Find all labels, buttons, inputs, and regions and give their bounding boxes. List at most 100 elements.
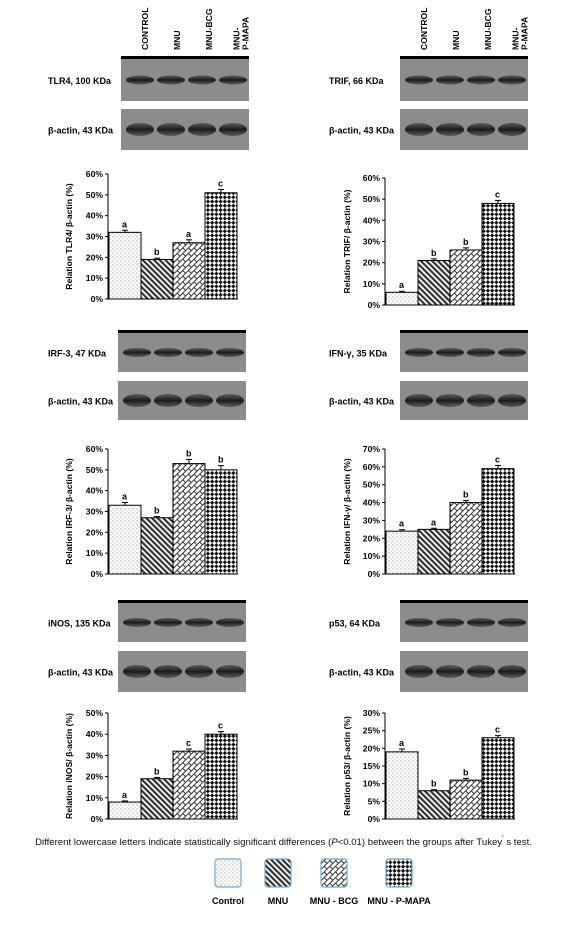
y-tick-label: 30%	[86, 507, 104, 517]
y-tick-label: 0%	[368, 814, 381, 824]
blot-band	[436, 123, 464, 136]
significance-letter: b	[154, 506, 160, 516]
blot-band	[405, 394, 433, 407]
blot-band	[498, 75, 526, 85]
y-axis-label: Relation IFN-γ/ β-actin (%)	[342, 458, 352, 565]
y-tick-label: 20%	[363, 743, 381, 753]
blot-label: iNOS, 135 KDa	[48, 619, 112, 629]
significance-letter: c	[218, 178, 223, 188]
blot-band	[185, 665, 213, 678]
y-tick-label: 20%	[363, 258, 381, 268]
y-axis-label: Relation TLR4/ β-actin (%)	[64, 183, 74, 290]
y-tick-label: 30%	[363, 515, 381, 525]
lane-header: MNU	[451, 30, 461, 50]
panel: IRF-3, 47 KDa β-actin, 43 KDa 0% 10% 20% 30% 4…	[48, 330, 246, 579]
blot-band	[154, 348, 182, 357]
blot-label: IFN-γ, 35 KDa	[329, 349, 388, 359]
bar	[140, 517, 174, 575]
blot-band	[123, 618, 151, 627]
blot-band	[126, 123, 154, 136]
y-tick-label: 10%	[363, 779, 381, 789]
blot-band	[405, 123, 433, 136]
y-tick-label: 60%	[363, 462, 381, 472]
y-tick-label: 50%	[363, 194, 381, 204]
lane-header: MNU-BCG	[483, 8, 493, 50]
significance-letter: a	[431, 517, 437, 527]
bar	[140, 778, 174, 820]
blot-top-bar	[118, 330, 246, 333]
blot-band	[405, 75, 433, 85]
blot-band	[216, 348, 244, 357]
y-axis-label: Relation p53/ β-actin (%)	[342, 716, 352, 816]
blot-band	[498, 665, 526, 678]
blot-label: p53, 64 KDa	[329, 619, 381, 629]
bar	[172, 750, 206, 820]
significance-letter: c	[495, 189, 500, 199]
y-tick-label: 0%	[368, 569, 381, 579]
blot-band	[219, 123, 247, 136]
significance-letter: b	[154, 766, 160, 776]
blot-band	[185, 394, 213, 407]
actin-label: β-actin, 43 KDa	[329, 126, 395, 136]
footnote-post: <0.01) between the groups after Tukey	[337, 837, 503, 849]
y-tick-label: 50%	[86, 465, 104, 475]
bar	[449, 779, 483, 820]
y-tick-label: 30%	[363, 237, 381, 247]
blot-band	[185, 348, 213, 357]
blot-band	[405, 618, 433, 627]
bar	[108, 231, 142, 300]
bar	[481, 468, 515, 575]
significance-letter: c	[495, 454, 500, 464]
panel: TLR4, 100 KDa β-actin, 43 KDa 0% 10% 20% 30% 4…	[48, 56, 249, 304]
blot-band	[123, 665, 151, 678]
footnote-pre: Different lowercase letters indicate sta…	[35, 837, 332, 849]
y-tick-label: 0%	[91, 294, 104, 304]
y-tick-label: 70%	[363, 444, 381, 454]
blot-band	[498, 394, 526, 407]
legend-label: MNU - BCG	[310, 896, 359, 906]
significance-letter: b	[463, 767, 469, 777]
blot-band	[467, 75, 495, 85]
y-tick-label: 20%	[86, 527, 104, 537]
bar	[417, 260, 451, 306]
significance-letter: a	[122, 492, 128, 502]
y-axis-label: Relation TRIF/ β-actin (%)	[342, 189, 352, 293]
blot-band	[405, 348, 433, 357]
lane-header: P-MAPA	[241, 17, 251, 50]
blot-band	[467, 618, 495, 627]
bar	[449, 249, 483, 306]
blot-band	[436, 665, 464, 678]
legend-swatch	[214, 858, 242, 888]
significance-letter: b	[463, 490, 469, 500]
significance-letter: b	[186, 448, 192, 458]
bar	[385, 751, 419, 820]
actin-label: β-actin, 43 KDa	[48, 126, 114, 136]
y-tick-label: 60%	[363, 173, 381, 183]
significance-letter: b	[431, 779, 437, 789]
lane-header: MNU-BCG	[204, 8, 214, 50]
y-tick-label: 30%	[86, 232, 104, 242]
significance-letter: a	[399, 280, 405, 290]
blot-band	[436, 618, 464, 627]
legend-swatch	[320, 858, 348, 888]
blot-label: TRIF, 66 KDa	[329, 76, 385, 86]
significance-letter: a	[399, 519, 405, 529]
bar	[172, 242, 206, 300]
actin-label: β-actin, 43 KDa	[329, 397, 395, 407]
blot-band	[467, 665, 495, 678]
legend-label: MNU	[268, 896, 289, 906]
bar	[204, 469, 238, 575]
blot-top-bar	[400, 330, 528, 333]
y-tick-label: 25%	[363, 726, 381, 736]
blot-band	[436, 75, 464, 85]
bar	[481, 202, 515, 306]
bar	[204, 733, 238, 820]
blot-band	[157, 123, 185, 136]
lane-header: MNU-	[232, 27, 242, 50]
y-tick-label: 40%	[363, 215, 381, 225]
bar	[108, 504, 142, 575]
y-tick-label: 40%	[86, 211, 104, 221]
bar	[204, 192, 238, 300]
legend-swatch	[264, 858, 292, 888]
